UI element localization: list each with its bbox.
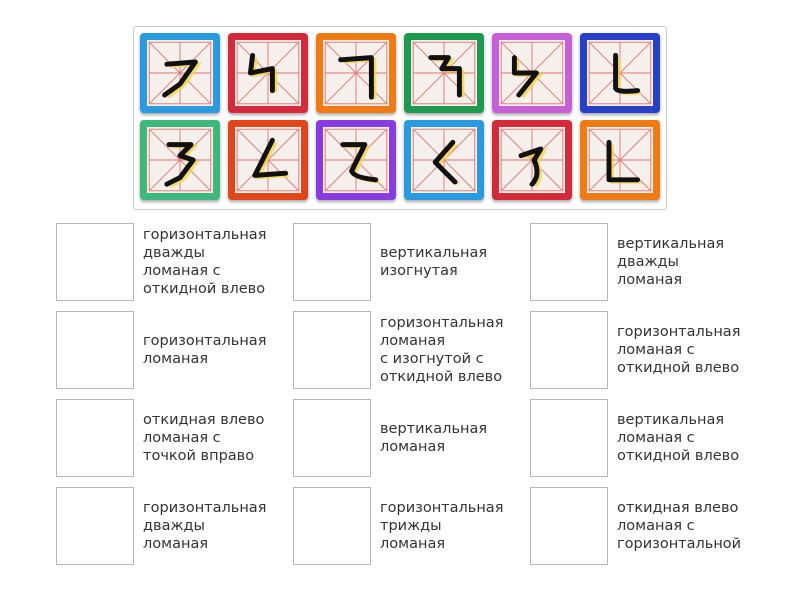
stroke-tile-vertical-turn-turn-hook[interactable] [228, 33, 308, 113]
stroke-tile-horizontal-falling-curve[interactable] [492, 120, 572, 200]
target-label: вертикальная ломаная с откидной влево [617, 412, 740, 464]
stroke-grid [499, 127, 565, 193]
stroke-image [412, 128, 476, 192]
drop-box[interactable] [293, 399, 371, 477]
stroke-tile-vertical-turn[interactable] [580, 120, 660, 200]
drop-box[interactable] [56, 487, 134, 565]
drop-box[interactable] [530, 223, 608, 301]
drop-box[interactable] [293, 223, 371, 301]
stroke-image [148, 128, 212, 192]
target-label: вертикальная дважды ломаная [617, 236, 725, 288]
stroke-tile-horizontal-turn-curve[interactable] [316, 120, 396, 200]
drop-box[interactable] [530, 399, 608, 477]
target-label: вертикальная изогнутая [380, 245, 488, 279]
target-label: горизонтальная дважды ломаная с откидной… [143, 227, 267, 297]
stroke-image [236, 128, 300, 192]
drop-box[interactable] [56, 223, 134, 301]
target-label: горизонтальная ломаная с изогнутой с отк… [380, 315, 504, 385]
stroke-image [148, 41, 212, 105]
stroke-tile-horizontal-turn[interactable] [316, 33, 396, 113]
stroke-image [412, 41, 476, 105]
target-label: откидная влево ломаная с точкой вправо [143, 412, 265, 464]
stroke-tile-falling-turn[interactable] [404, 120, 484, 200]
drop-box[interactable] [293, 311, 371, 389]
stroke-grid [147, 127, 213, 193]
target-label: горизонтальная дважды ломаная [143, 500, 267, 552]
stroke-grid [411, 40, 477, 106]
stroke-tile-vertical-turn-turn-falling[interactable] [492, 33, 572, 113]
target-label: откидная влево ломаная с горизонтальной [617, 500, 742, 552]
drop-box[interactable] [530, 311, 608, 389]
tile-tray [133, 26, 667, 210]
stroke-grid [323, 40, 389, 106]
stroke-grid [587, 40, 653, 106]
stroke-image [324, 128, 388, 192]
stroke-tile-horizontal-turn-left-falling[interactable] [140, 33, 220, 113]
target-label: горизонтальная трижды ломаная [380, 500, 504, 552]
stroke-grid [147, 40, 213, 106]
drop-box[interactable] [530, 487, 608, 565]
stroke-tile-horizontal-turn-turn-turn-falling[interactable] [140, 120, 220, 200]
target-label: горизонтальная ломаная [143, 333, 267, 367]
stroke-image [500, 128, 564, 192]
stroke-grid [235, 127, 301, 193]
stroke-tile-falling-turn-dot[interactable] [228, 120, 308, 200]
target-label: горизонтальная ломаная с откидной влево [617, 324, 741, 376]
stroke-image [324, 41, 388, 105]
stroke-grid [587, 127, 653, 193]
target-label: вертикальная ломаная [380, 421, 488, 455]
drop-box[interactable] [293, 487, 371, 565]
drop-box[interactable] [56, 311, 134, 389]
stroke-image [588, 128, 652, 192]
stroke-grid [411, 127, 477, 193]
stroke-image [236, 41, 300, 105]
stroke-image [500, 41, 564, 105]
drop-box[interactable] [56, 399, 134, 477]
stroke-image [588, 41, 652, 105]
stroke-tile-vertical-curve[interactable] [580, 33, 660, 113]
stroke-grid [499, 40, 565, 106]
stroke-grid [323, 127, 389, 193]
stroke-grid [235, 40, 301, 106]
stroke-tile-horizontal-turn-turn[interactable] [404, 33, 484, 113]
